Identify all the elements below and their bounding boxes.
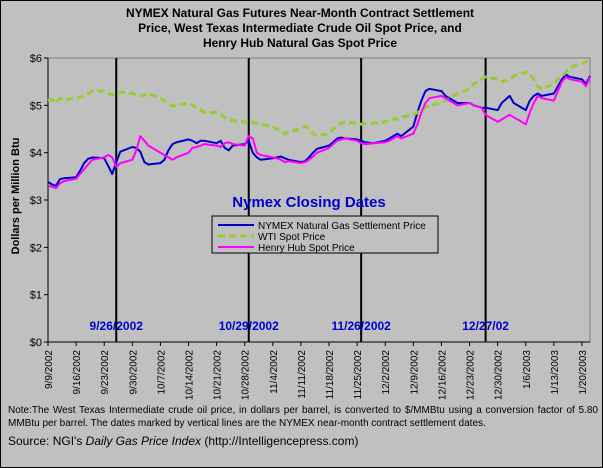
y-tick-label: $6 bbox=[30, 53, 42, 65]
chart-title-line-3: Henry Hub Natural Gas Spot Price bbox=[202, 36, 398, 50]
source-italic: Daily Gas Price Index bbox=[85, 434, 202, 448]
y-tick-label: $1 bbox=[30, 290, 42, 302]
x-tick-label: 10/7/2002 bbox=[156, 350, 167, 395]
closing-date-labels: 9/26/2002 10/29/2002 11/26/2002 12/27/02 bbox=[90, 319, 510, 333]
x-tick-label: 11/18/2002 bbox=[325, 350, 336, 400]
closing-date-label: 9/26/2002 bbox=[90, 319, 144, 333]
y-tick-label: $5 bbox=[30, 100, 42, 112]
legend-label: NYMEX Natural Gas Settlement Price bbox=[258, 221, 426, 232]
series-line bbox=[47, 75, 591, 190]
footer-note: Note:The West Texas Intermediate crude o… bbox=[8, 405, 598, 429]
x-tick-label: 11/11/2002 bbox=[297, 350, 308, 399]
series-group bbox=[47, 58, 591, 190]
closing-date-lines bbox=[115, 58, 487, 342]
axes-group: $0 $1 $2 $3 $4 $5 $6 9/9/2002 9/16/2002 9/23/2002… bbox=[30, 53, 590, 400]
x-tick-label: 11/4/2002 bbox=[269, 350, 280, 394]
x-tick-label: 12/30/2002 bbox=[494, 350, 505, 400]
y-tick-label: $4 bbox=[30, 148, 42, 160]
chart-title: NYMEX Natural Gas Futures Near-Month Con… bbox=[60, 6, 540, 51]
legend-label: Henry Hub Spot Price bbox=[258, 243, 355, 254]
x-tick-label: 1/13/2003 bbox=[550, 350, 561, 395]
x-tick-label: 1/20/2003 bbox=[578, 350, 589, 395]
x-tick-label: 9/16/2002 bbox=[72, 350, 83, 395]
x-tick-label: 1/6/2003 bbox=[522, 350, 533, 389]
closing-date-label: 11/26/2002 bbox=[331, 319, 391, 333]
chart-title-line-2: Price, West Texas Intermediate Crude Oil… bbox=[138, 21, 462, 35]
x-tick-label: 9/23/2002 bbox=[100, 350, 111, 395]
annotation-title: Nymex Closing Dates bbox=[232, 194, 385, 211]
x-tick-label: 12/23/2002 bbox=[466, 350, 477, 400]
legend-label: WTI Spot Price bbox=[258, 232, 326, 243]
x-tick-label: 12/9/2002 bbox=[409, 350, 420, 395]
closing-date-label: 12/27/02 bbox=[462, 319, 509, 333]
closing-date-label: 10/29/2002 bbox=[219, 319, 279, 333]
x-tick-label: 10/14/2002 bbox=[185, 350, 196, 400]
x-tick-label: 9/9/2002 bbox=[44, 350, 55, 389]
y-tick-label: $2 bbox=[30, 242, 42, 254]
x-tick-label: 10/28/2002 bbox=[241, 350, 252, 400]
y-tick-label: $3 bbox=[30, 195, 42, 207]
x-tick-label: 10/21/2002 bbox=[213, 350, 224, 400]
x-tick-label: 11/25/2002 bbox=[353, 350, 364, 400]
series-line bbox=[47, 73, 591, 187]
series-line bbox=[47, 58, 591, 138]
x-tick-label: 9/30/2002 bbox=[128, 350, 139, 395]
source-suffix: (http://Intelligencepress.com) bbox=[201, 434, 359, 448]
x-tick-label: 12/2/2002 bbox=[381, 350, 392, 395]
chart-title-line-1: NYMEX Natural Gas Futures Near-Month Con… bbox=[125, 6, 475, 20]
x-tick-label: 12/16/2002 bbox=[437, 350, 448, 400]
source-prefix: Source: NGI's bbox=[8, 434, 86, 448]
y-tick-label: $0 bbox=[30, 337, 42, 349]
footer-source: Source: NGI's Daily Gas Price Index (htt… bbox=[8, 434, 598, 448]
